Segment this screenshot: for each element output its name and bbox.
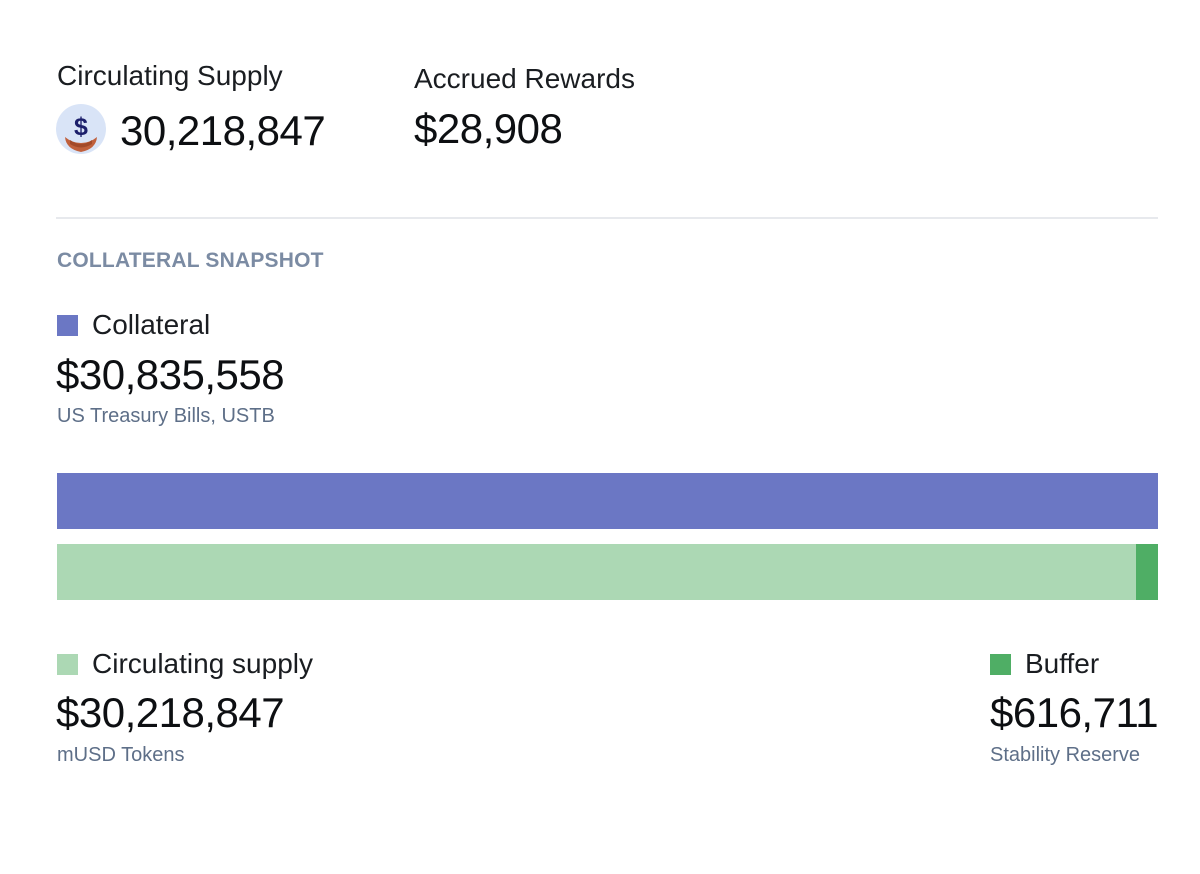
collateral-legend: Collateral [57, 309, 210, 341]
buffer-legend: Buffer [990, 648, 1099, 680]
circulating-supply-legend: Circulating supply [57, 648, 313, 680]
accrued-rewards-value: $28,908 [414, 105, 563, 152]
circulating-supply-amount: $30,218,847 [56, 689, 285, 736]
circulating-supply-description: mUSD Tokens [57, 744, 185, 766]
circulating-supply-value: 30,218,847 [120, 107, 326, 154]
buffer-swatch [990, 653, 1011, 675]
collateral-description: US Treasury Bills, USTB [57, 405, 275, 427]
circulating-supply-legend-label: Circulating supply [92, 648, 313, 679]
circulating-supply-label: Circulating Supply [57, 60, 283, 91]
supply-buffer-bar [57, 544, 1158, 600]
section-divider [56, 217, 1158, 219]
accrued-rewards-label: Accrued Rewards [414, 63, 635, 94]
buffer-amount: $616,711 [990, 689, 1159, 736]
collateral-snapshot-title: COLLATERAL SNAPSHOT [57, 249, 324, 272]
collateral-swatch [57, 314, 78, 336]
svg-text:$: $ [74, 113, 88, 141]
collateral-bar [57, 473, 1158, 529]
collateral-label: Collateral [92, 309, 211, 340]
buffer-bar-fill [1135, 544, 1158, 600]
circulating-supply-swatch [57, 653, 78, 675]
collateral-bar-fill [57, 473, 1158, 529]
buffer-label: Buffer [1025, 648, 1100, 679]
musd-token-icon: $ [56, 104, 106, 154]
collateral-value: $30,835,558 [56, 351, 285, 398]
buffer-description: Stability Reserve [990, 744, 1141, 766]
circulating-supply-bar-fill [57, 544, 1136, 600]
